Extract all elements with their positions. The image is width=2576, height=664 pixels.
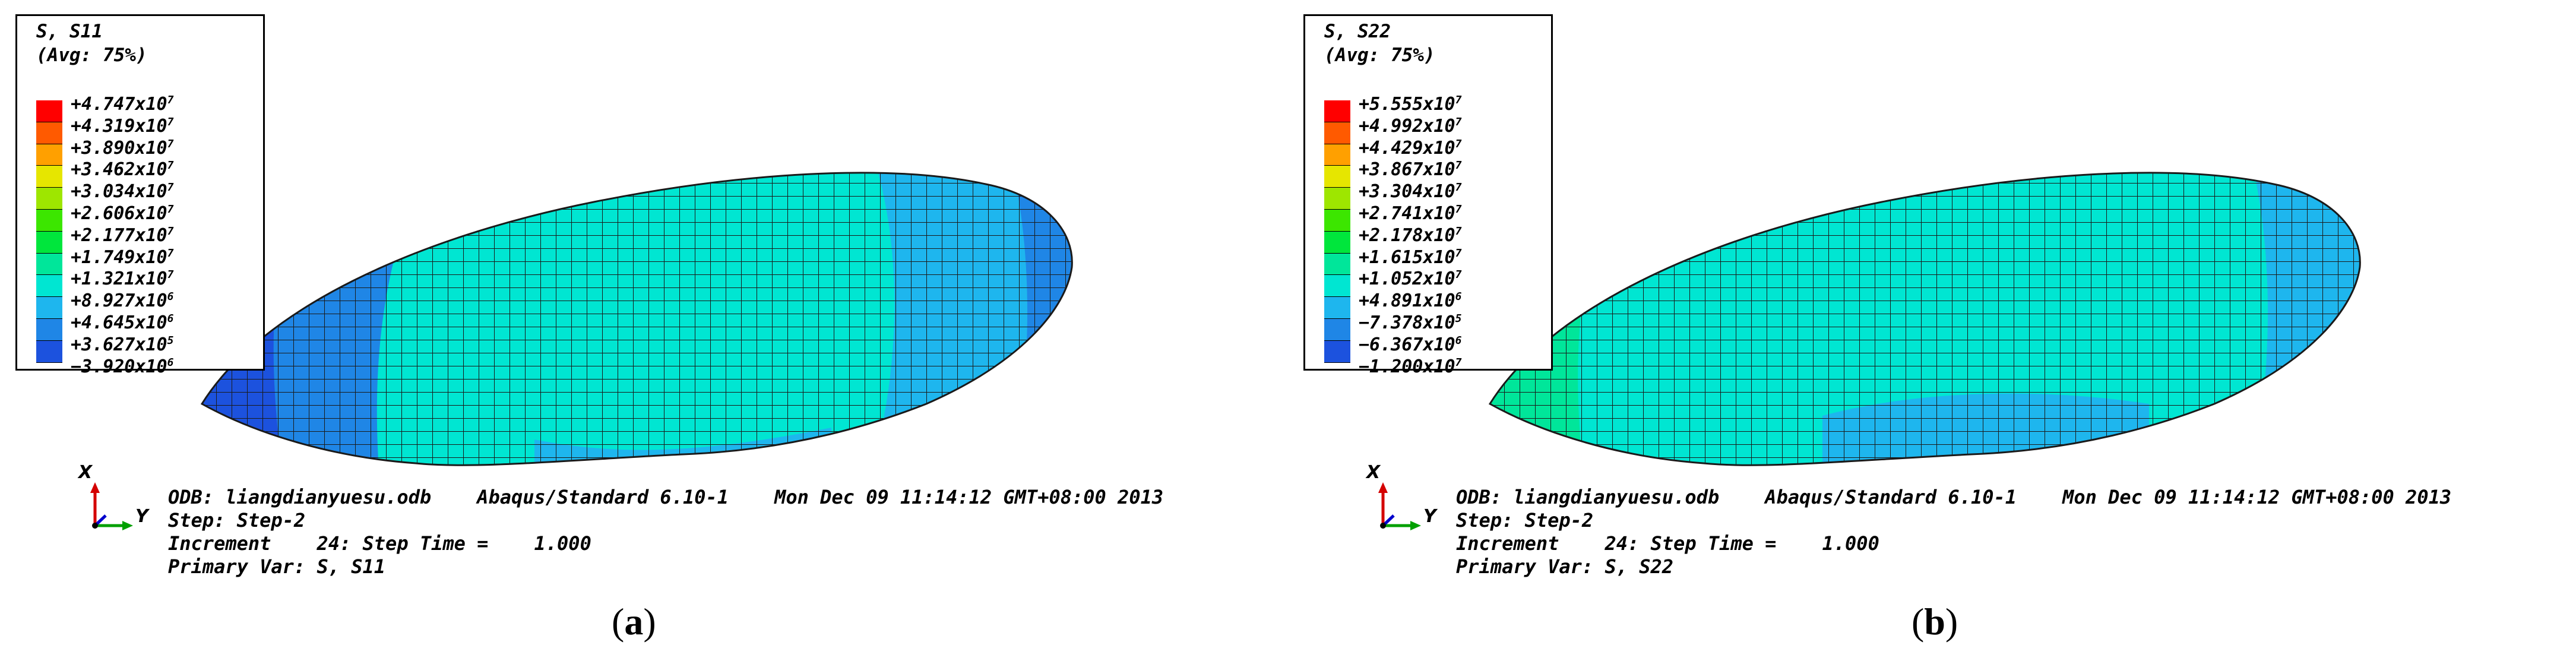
triad-x-label: X (78, 462, 93, 483)
legend-swatch (1324, 231, 1350, 254)
legend-averaging: (Avg: 75%) (36, 45, 147, 66)
legend-value: +4.319x107 (71, 115, 174, 137)
legend-value: −1.200x107 (1359, 356, 1462, 377)
legend-value: −3.920x106 (71, 356, 174, 377)
legend-value: +3.867x107 (1359, 159, 1462, 181)
legend-value: +3.890x107 (71, 137, 174, 159)
legend-swatch (36, 144, 62, 166)
panel-caption: (a) (612, 600, 656, 643)
legend-swatch (1324, 122, 1350, 144)
legend-values: +5.555x107 +4.992x107 +4.429x107 +3.867x… (1359, 90, 1462, 377)
legend-value: +4.429x107 (1359, 137, 1462, 159)
legend-swatch (36, 231, 62, 254)
legend-value: +2.741x107 (1359, 203, 1462, 224)
legend-swatch (1324, 253, 1350, 276)
legend-swatch (36, 297, 62, 319)
legend-value: +4.891x106 (1359, 290, 1462, 312)
legend-value: +4.747x107 (71, 94, 174, 115)
legend-value: +1.052x107 (1359, 268, 1462, 290)
legend-value: −6.367x106 (1359, 334, 1462, 355)
legend-swatch (1324, 209, 1350, 232)
legend-swatch (1324, 318, 1350, 341)
legend-value: +1.321x107 (71, 268, 174, 290)
legend-swatch (36, 275, 62, 298)
legend-swatch (36, 340, 62, 363)
legend-swatch (36, 166, 62, 188)
stress-contour-model-s22 (1488, 172, 2361, 466)
panel-a: S, S11 (Avg: 75%) +4.747x107 +4.319x107 … (15, 14, 1164, 643)
legend-swatch (36, 100, 62, 122)
legend-title: S, S11 (36, 21, 103, 42)
panel-caption: (b) (1912, 600, 1958, 643)
legend-swatch (1324, 297, 1350, 319)
legend-value: −7.378x105 (1359, 312, 1462, 333)
legend-swatch (1324, 188, 1350, 210)
legend-swatch (36, 188, 62, 210)
legend-swatch (36, 209, 62, 232)
legend-color-bar (36, 100, 62, 363)
triad-x-label: X (1366, 462, 1381, 483)
legend-value: +2.606x107 (71, 203, 174, 224)
legend-value: +3.034x107 (71, 181, 174, 203)
contour-legend: S, S11 (Avg: 75%) +4.747x107 +4.319x107 … (15, 14, 265, 377)
axis-triad-icon (1378, 482, 1421, 530)
triad-y-label: Y (1423, 506, 1436, 527)
legend-value: +5.555x107 (1359, 94, 1462, 115)
legend-swatch (36, 318, 62, 341)
legend-value: +1.615x107 (1359, 246, 1462, 268)
legend-swatch (36, 122, 62, 144)
legend-value: +2.178x107 (1359, 225, 1462, 246)
legend-swatch (1324, 100, 1350, 122)
legend-value: +4.645x106 (71, 312, 174, 333)
legend-swatch (1324, 340, 1350, 363)
legend-value: +2.177x107 (71, 225, 174, 246)
contour-legend: S, S22 (Avg: 75%) +5.555x107 +4.992x107 … (1303, 14, 1553, 377)
legend-swatch (1324, 144, 1350, 166)
legend-color-bar (1324, 100, 1350, 363)
legend-value: +3.627x105 (71, 334, 174, 355)
legend-averaging: (Avg: 75%) (1324, 45, 1435, 66)
panel-b: S, S22 (Avg: 75%) +5.555x107 +4.992x107 … (1288, 0, 2576, 664)
legend-swatch (36, 253, 62, 276)
axis-triad-icon (90, 482, 133, 530)
viewport-info-text: ODB: liangdianyuesu.odb Abaqus/Standard … (1456, 486, 2452, 578)
legend-value: +3.462x107 (71, 159, 174, 181)
legend-values: +4.747x107 +4.319x107 +3.890x107 +3.462x… (71, 90, 174, 377)
legend-value: +4.992x107 (1359, 115, 1462, 137)
legend-value: +1.749x107 (71, 246, 174, 268)
legend-value: +3.304x107 (1359, 181, 1462, 203)
triad-y-label: Y (135, 506, 148, 527)
legend-swatch (1324, 275, 1350, 298)
legend-swatch (1324, 166, 1350, 188)
legend-value: +8.927x106 (71, 290, 174, 312)
legend-title: S, S22 (1324, 21, 1391, 42)
viewport-info-text: ODB: liangdianyuesu.odb Abaqus/Standard … (168, 486, 1164, 578)
